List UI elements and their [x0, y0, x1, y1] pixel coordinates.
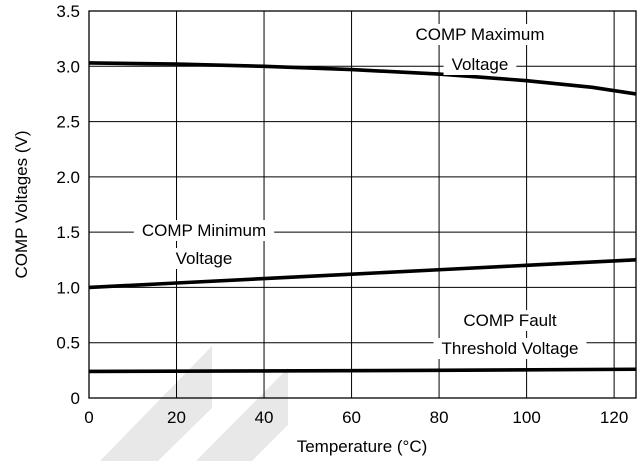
series-label-2-line-1: COMP Minimum	[142, 221, 266, 240]
x-tick-labels: 0 20 40 60 80 100 120	[84, 408, 628, 427]
x-tick-label: 0	[84, 408, 93, 427]
series-label-3-line-1: COMP Fault	[463, 311, 556, 330]
series-group	[88, 61, 637, 374]
y-tick-label: 3.0	[56, 57, 80, 76]
series-label-1: COMP Maximum Voltage	[407, 24, 553, 75]
y-tick-label: 2.0	[56, 168, 80, 187]
watermark-graphic	[100, 346, 288, 461]
series-line-2	[88, 257, 637, 290]
x-tick-label: 20	[167, 408, 186, 427]
y-tick-label: 0.5	[56, 334, 80, 353]
series-label-2-line-2: Voltage	[176, 249, 233, 268]
y-tick-label: 1.5	[56, 223, 80, 242]
series-label-1-line-1: COMP Maximum	[415, 25, 544, 44]
series-line-3	[88, 367, 637, 374]
series-line-1	[88, 61, 637, 96]
series-label-1-line-2: Voltage	[452, 55, 509, 74]
x-tick-label: 80	[430, 408, 449, 427]
x-tick-label: 40	[255, 408, 274, 427]
y-tick-label: 1.0	[56, 278, 80, 297]
y-tick-labels: 0 0.5 1.0 1.5 2.0 2.5 3.0 3.5	[56, 2, 80, 408]
series-label-2: COMP Minimum Voltage	[133, 220, 275, 269]
series-label-background	[433, 338, 587, 359]
y-tick-label: 3.5	[56, 2, 80, 21]
series-label-background	[443, 54, 517, 75]
series-label-3: COMP Fault Threshold Voltage	[433, 310, 587, 359]
x-tick-label: 60	[342, 408, 361, 427]
y-axis-title: COMP Voltages (V)	[12, 130, 31, 278]
series-label-background	[167, 248, 241, 269]
y-tick-label: 0	[71, 389, 80, 408]
series-label-3-line-2: Threshold Voltage	[441, 339, 578, 358]
x-axis-title: Temperature (°C)	[297, 437, 428, 456]
plot-frame	[88, 10, 637, 399]
x-tick-label: 120	[600, 408, 628, 427]
series-label-background	[133, 220, 275, 241]
series-label-background	[407, 24, 553, 45]
x-tick-label: 100	[512, 408, 540, 427]
series-label-background	[455, 310, 565, 331]
y-tick-label: 2.5	[56, 113, 80, 132]
